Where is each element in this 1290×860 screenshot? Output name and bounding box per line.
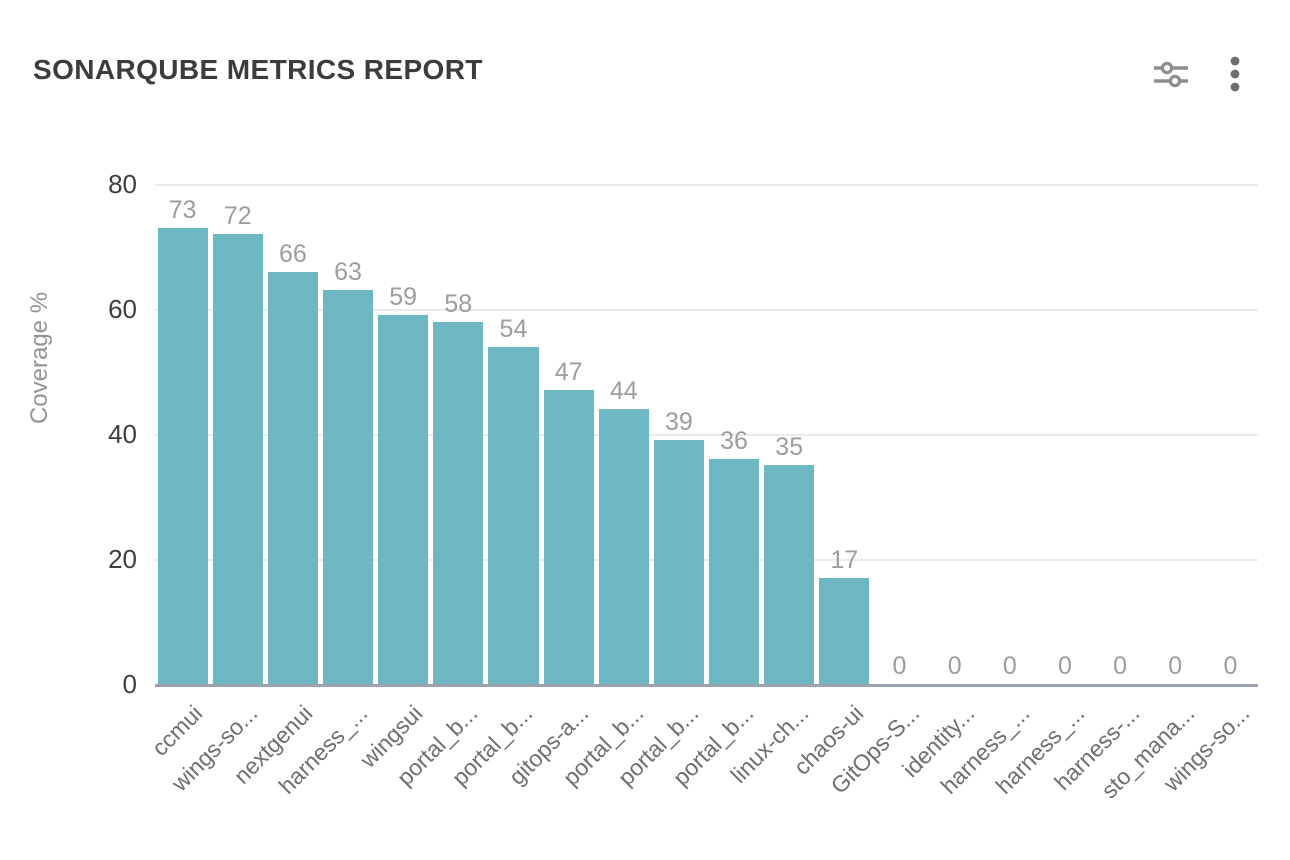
bar-value-label: 66: [278, 239, 307, 268]
y-axis-tick-label: 20: [108, 544, 137, 574]
filter-sliders-icon: [1154, 61, 1188, 88]
report-title: SONARQUBE METRICS REPORT: [33, 54, 483, 85]
bar[interactable]: [653, 440, 704, 684]
y-axis-tick-label: 80: [108, 169, 137, 199]
bar[interactable]: [378, 315, 429, 684]
bar-value-label: 59: [389, 283, 418, 312]
bar-value-label: 63: [334, 258, 362, 287]
bar-value-label: 0: [1168, 652, 1183, 680]
gridline: [155, 434, 1258, 436]
bar[interactable]: [543, 390, 594, 684]
bar[interactable]: [488, 346, 539, 684]
kebab-menu-icon: [1230, 56, 1240, 92]
bar-value-label: 73: [168, 195, 197, 224]
bar-value-label: 44: [609, 377, 638, 405]
bar-value-label: 72: [223, 202, 252, 230]
bar-value-label: 39: [665, 408, 693, 437]
chart-settings-button[interactable]: [1150, 56, 1192, 92]
bar-value-label: 36: [720, 427, 748, 455]
header-actions: [1150, 52, 1244, 96]
bar[interactable]: [267, 271, 318, 684]
bar-value-label: 58: [444, 289, 473, 318]
y-axis-tick-label: 60: [108, 294, 137, 324]
bar-value-label: 35: [775, 433, 804, 462]
gridline: [155, 309, 1258, 311]
y-axis-tick-label: 0: [122, 669, 137, 699]
bar[interactable]: [212, 234, 263, 684]
bar-value-label: 54: [499, 314, 528, 343]
bar-value-label: 0: [947, 652, 962, 680]
y-axis-tick-label: 40: [108, 419, 137, 449]
bar-value-label: 0: [1058, 652, 1072, 680]
bar[interactable]: [709, 459, 760, 684]
bar-value-label: 0: [1113, 652, 1128, 680]
bar[interactable]: [819, 577, 870, 684]
x-axis-line: [155, 684, 1258, 687]
gridline: [155, 559, 1258, 561]
bar-value-label: 47: [554, 358, 583, 387]
bar-value-label: 0: [1002, 652, 1017, 680]
kebab-menu-button[interactable]: [1226, 52, 1244, 96]
bar-value-label: 17: [830, 545, 859, 574]
bar[interactable]: [322, 290, 374, 684]
bar[interactable]: [598, 409, 649, 684]
bar[interactable]: [764, 465, 815, 684]
bar-value-label: 0: [892, 652, 907, 680]
bar[interactable]: [157, 227, 208, 684]
bar-value-label: 0: [1223, 652, 1238, 680]
bar[interactable]: [433, 321, 484, 684]
gridline: [155, 184, 1258, 186]
